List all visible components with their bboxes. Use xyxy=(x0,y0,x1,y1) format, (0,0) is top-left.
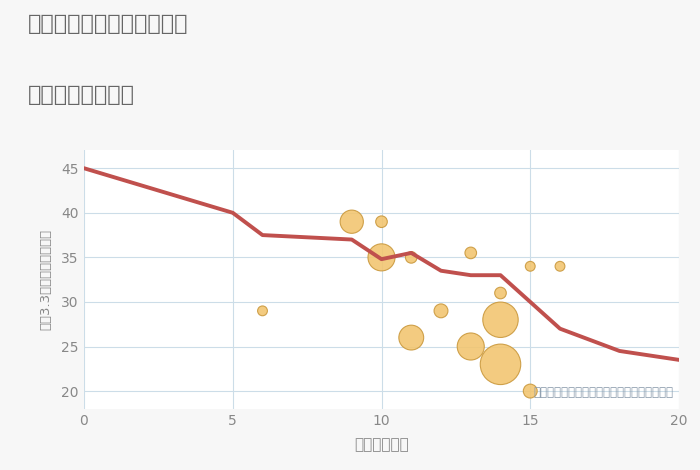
Point xyxy=(435,307,447,314)
Point xyxy=(376,218,387,226)
Point xyxy=(465,249,476,257)
Y-axis label: 坪（3.3㎡）単価（万円）: 坪（3.3㎡）単価（万円） xyxy=(40,229,52,330)
Point xyxy=(495,289,506,297)
Point xyxy=(554,263,566,270)
Point xyxy=(495,316,506,323)
Text: 円の大きさは、取引のあった物件面積を示す: 円の大きさは、取引のあった物件面積を示す xyxy=(533,385,673,399)
Point xyxy=(346,218,357,226)
Point xyxy=(495,360,506,368)
Point xyxy=(406,334,417,341)
Text: 駅距離別土地価格: 駅距離別土地価格 xyxy=(28,85,135,105)
Text: 兵庫県姫路市飾磨区高町の: 兵庫県姫路市飾磨区高町の xyxy=(28,14,188,34)
Point xyxy=(376,254,387,261)
Point xyxy=(525,263,536,270)
X-axis label: 駅距離（分）: 駅距離（分） xyxy=(354,437,409,452)
Point xyxy=(406,254,417,261)
Point xyxy=(465,343,476,350)
Point xyxy=(257,307,268,314)
Point xyxy=(525,387,536,395)
